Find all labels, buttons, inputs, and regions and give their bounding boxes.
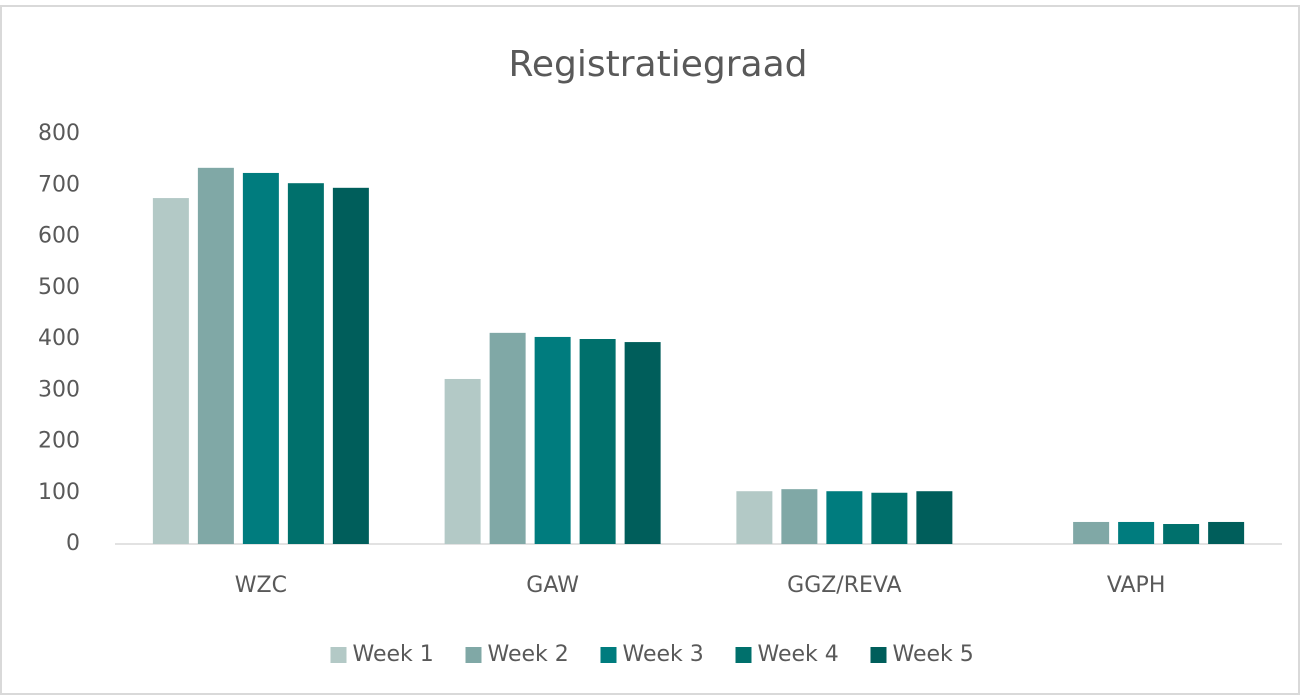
bar <box>1073 521 1110 544</box>
legend-label: Week 4 <box>758 642 839 667</box>
chart-title: Registratiegraad <box>508 44 807 85</box>
bar <box>444 378 481 544</box>
legend-label: Week 3 <box>623 642 704 667</box>
bar <box>624 342 661 544</box>
bar <box>736 491 773 544</box>
bar <box>332 187 369 544</box>
legend-label: Week 5 <box>893 642 974 667</box>
x-tick-label: WZC <box>235 573 287 598</box>
x-tick-label: VAPH <box>1107 573 1166 598</box>
bar <box>489 332 526 544</box>
bar <box>197 167 234 544</box>
legend-swatch <box>735 647 752 663</box>
legend-swatch <box>600 647 617 663</box>
legend-swatch <box>465 647 482 663</box>
bar <box>1118 521 1155 544</box>
y-tick-label: 500 <box>38 275 80 300</box>
legend-swatch <box>330 647 347 663</box>
bar <box>871 492 908 544</box>
x-tick-label: GGZ/REVA <box>787 573 901 598</box>
y-tick-label: 200 <box>38 429 80 454</box>
legend-label: Week 1 <box>353 642 434 667</box>
y-tick-label: 100 <box>38 480 80 505</box>
legend-label: Week 2 <box>488 642 569 667</box>
bar <box>579 339 616 544</box>
y-tick-label: 700 <box>38 172 80 197</box>
bar <box>1208 521 1245 544</box>
legend-swatch <box>870 647 887 663</box>
bar <box>242 172 279 544</box>
bar <box>826 491 863 544</box>
bar <box>916 491 953 544</box>
y-tick-label: 800 <box>38 121 80 146</box>
y-tick-label: 300 <box>38 377 80 402</box>
y-tick-label: 0 <box>66 531 80 556</box>
bar <box>1163 524 1200 544</box>
bar <box>534 336 571 544</box>
bar <box>781 489 818 544</box>
bar <box>152 198 189 544</box>
y-tick-label: 600 <box>38 224 80 249</box>
y-tick-label: 400 <box>38 326 80 351</box>
bar <box>287 183 324 544</box>
x-tick-label: GAW <box>526 573 579 598</box>
